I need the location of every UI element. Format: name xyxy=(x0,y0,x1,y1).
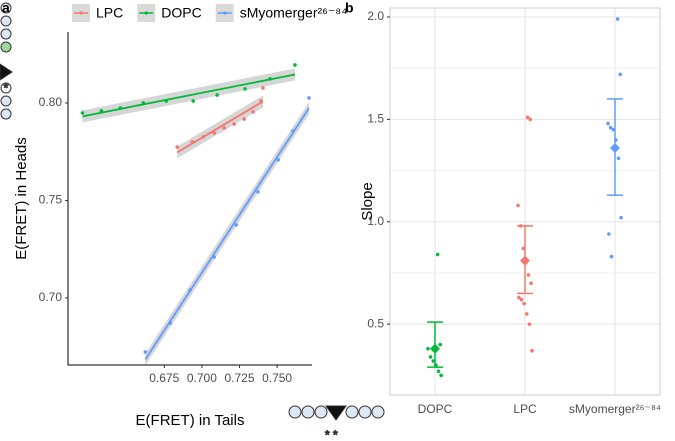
point xyxy=(141,101,146,105)
fit-line xyxy=(176,100,264,154)
y-tick-label: 0.5 xyxy=(367,316,384,330)
point xyxy=(615,17,620,21)
point xyxy=(215,93,219,97)
legend-point xyxy=(144,11,148,15)
panel-label: b xyxy=(345,0,354,16)
membrane-icon-top: * xyxy=(0,2,13,120)
point xyxy=(608,125,613,130)
point xyxy=(212,255,217,259)
point xyxy=(222,126,226,130)
point xyxy=(268,77,272,81)
point xyxy=(256,190,260,194)
x-tick-label: 0.750 xyxy=(262,371,292,385)
x-tick-label: 0.675 xyxy=(149,371,179,385)
point xyxy=(80,111,85,115)
fit-line xyxy=(82,73,296,118)
point xyxy=(529,281,533,286)
legend-point xyxy=(223,11,227,15)
point xyxy=(164,99,169,103)
point xyxy=(439,373,443,378)
mean-marker xyxy=(610,143,620,154)
y-axis-title: Slope xyxy=(359,182,376,220)
point xyxy=(521,246,526,251)
legend-point xyxy=(79,11,83,15)
point xyxy=(517,295,521,300)
y-axis-title: E(FRET) in Heads xyxy=(13,137,30,260)
point xyxy=(428,355,433,359)
y-tick-label: 0.75 xyxy=(39,193,63,207)
point xyxy=(293,63,297,67)
legend-label: DOPC xyxy=(161,5,201,21)
point xyxy=(243,87,247,91)
point xyxy=(259,99,263,103)
point xyxy=(435,252,440,257)
x-tick-label: DOPC xyxy=(418,402,453,416)
point xyxy=(609,254,614,259)
x-tick-label: 0.725 xyxy=(224,371,254,385)
y-tick-label: 2.0 xyxy=(367,9,384,23)
point xyxy=(168,321,173,325)
point xyxy=(175,145,180,149)
fit-line xyxy=(144,107,310,360)
point xyxy=(190,140,195,144)
point xyxy=(516,203,520,208)
point xyxy=(530,348,534,353)
point xyxy=(99,109,104,113)
mean-marker xyxy=(520,255,530,266)
point xyxy=(607,232,611,236)
y-tick-label: 0.70 xyxy=(39,290,63,304)
icon-star: * xyxy=(333,428,338,441)
point xyxy=(242,117,246,121)
x-axis-title: E(FRET) in Tails xyxy=(136,412,245,429)
point xyxy=(524,312,529,316)
point xyxy=(261,86,265,90)
point xyxy=(606,121,610,126)
y-tick-label: 1.5 xyxy=(367,112,384,126)
point xyxy=(431,359,436,363)
point xyxy=(191,99,195,103)
point xyxy=(201,135,206,139)
point xyxy=(212,131,217,135)
point xyxy=(527,322,532,326)
point xyxy=(436,369,441,374)
point xyxy=(522,301,526,306)
point xyxy=(118,106,123,110)
x-tick-label: sMyomerger²⁶⁻⁸⁴ xyxy=(569,402,661,416)
point xyxy=(291,129,295,133)
point xyxy=(234,223,238,227)
point xyxy=(525,115,530,120)
point xyxy=(251,110,255,114)
point xyxy=(526,273,531,277)
point xyxy=(307,96,311,100)
point xyxy=(528,117,533,122)
panel-label: a xyxy=(2,0,10,16)
x-tick-label: LPC xyxy=(513,402,537,416)
point xyxy=(438,342,443,347)
point xyxy=(276,158,280,162)
legend-label: sMyomerger²⁶⁻⁸⁴ xyxy=(240,5,348,21)
point xyxy=(616,156,621,161)
membrane-icon-bottom: * * xyxy=(288,405,385,441)
point xyxy=(519,297,524,302)
point xyxy=(618,72,623,77)
point xyxy=(619,215,623,220)
y-tick-label: 0.80 xyxy=(39,95,63,109)
point xyxy=(426,346,430,351)
point xyxy=(188,288,192,292)
point xyxy=(611,127,616,132)
x-tick-label: 0.700 xyxy=(187,371,217,385)
point xyxy=(232,122,236,126)
mean-marker xyxy=(430,343,440,354)
icon-star: * xyxy=(4,81,9,95)
point xyxy=(143,350,148,354)
y-tick-label: 1.0 xyxy=(367,214,384,228)
legend-label: LPC xyxy=(96,5,123,21)
icon-star: * xyxy=(325,428,330,441)
